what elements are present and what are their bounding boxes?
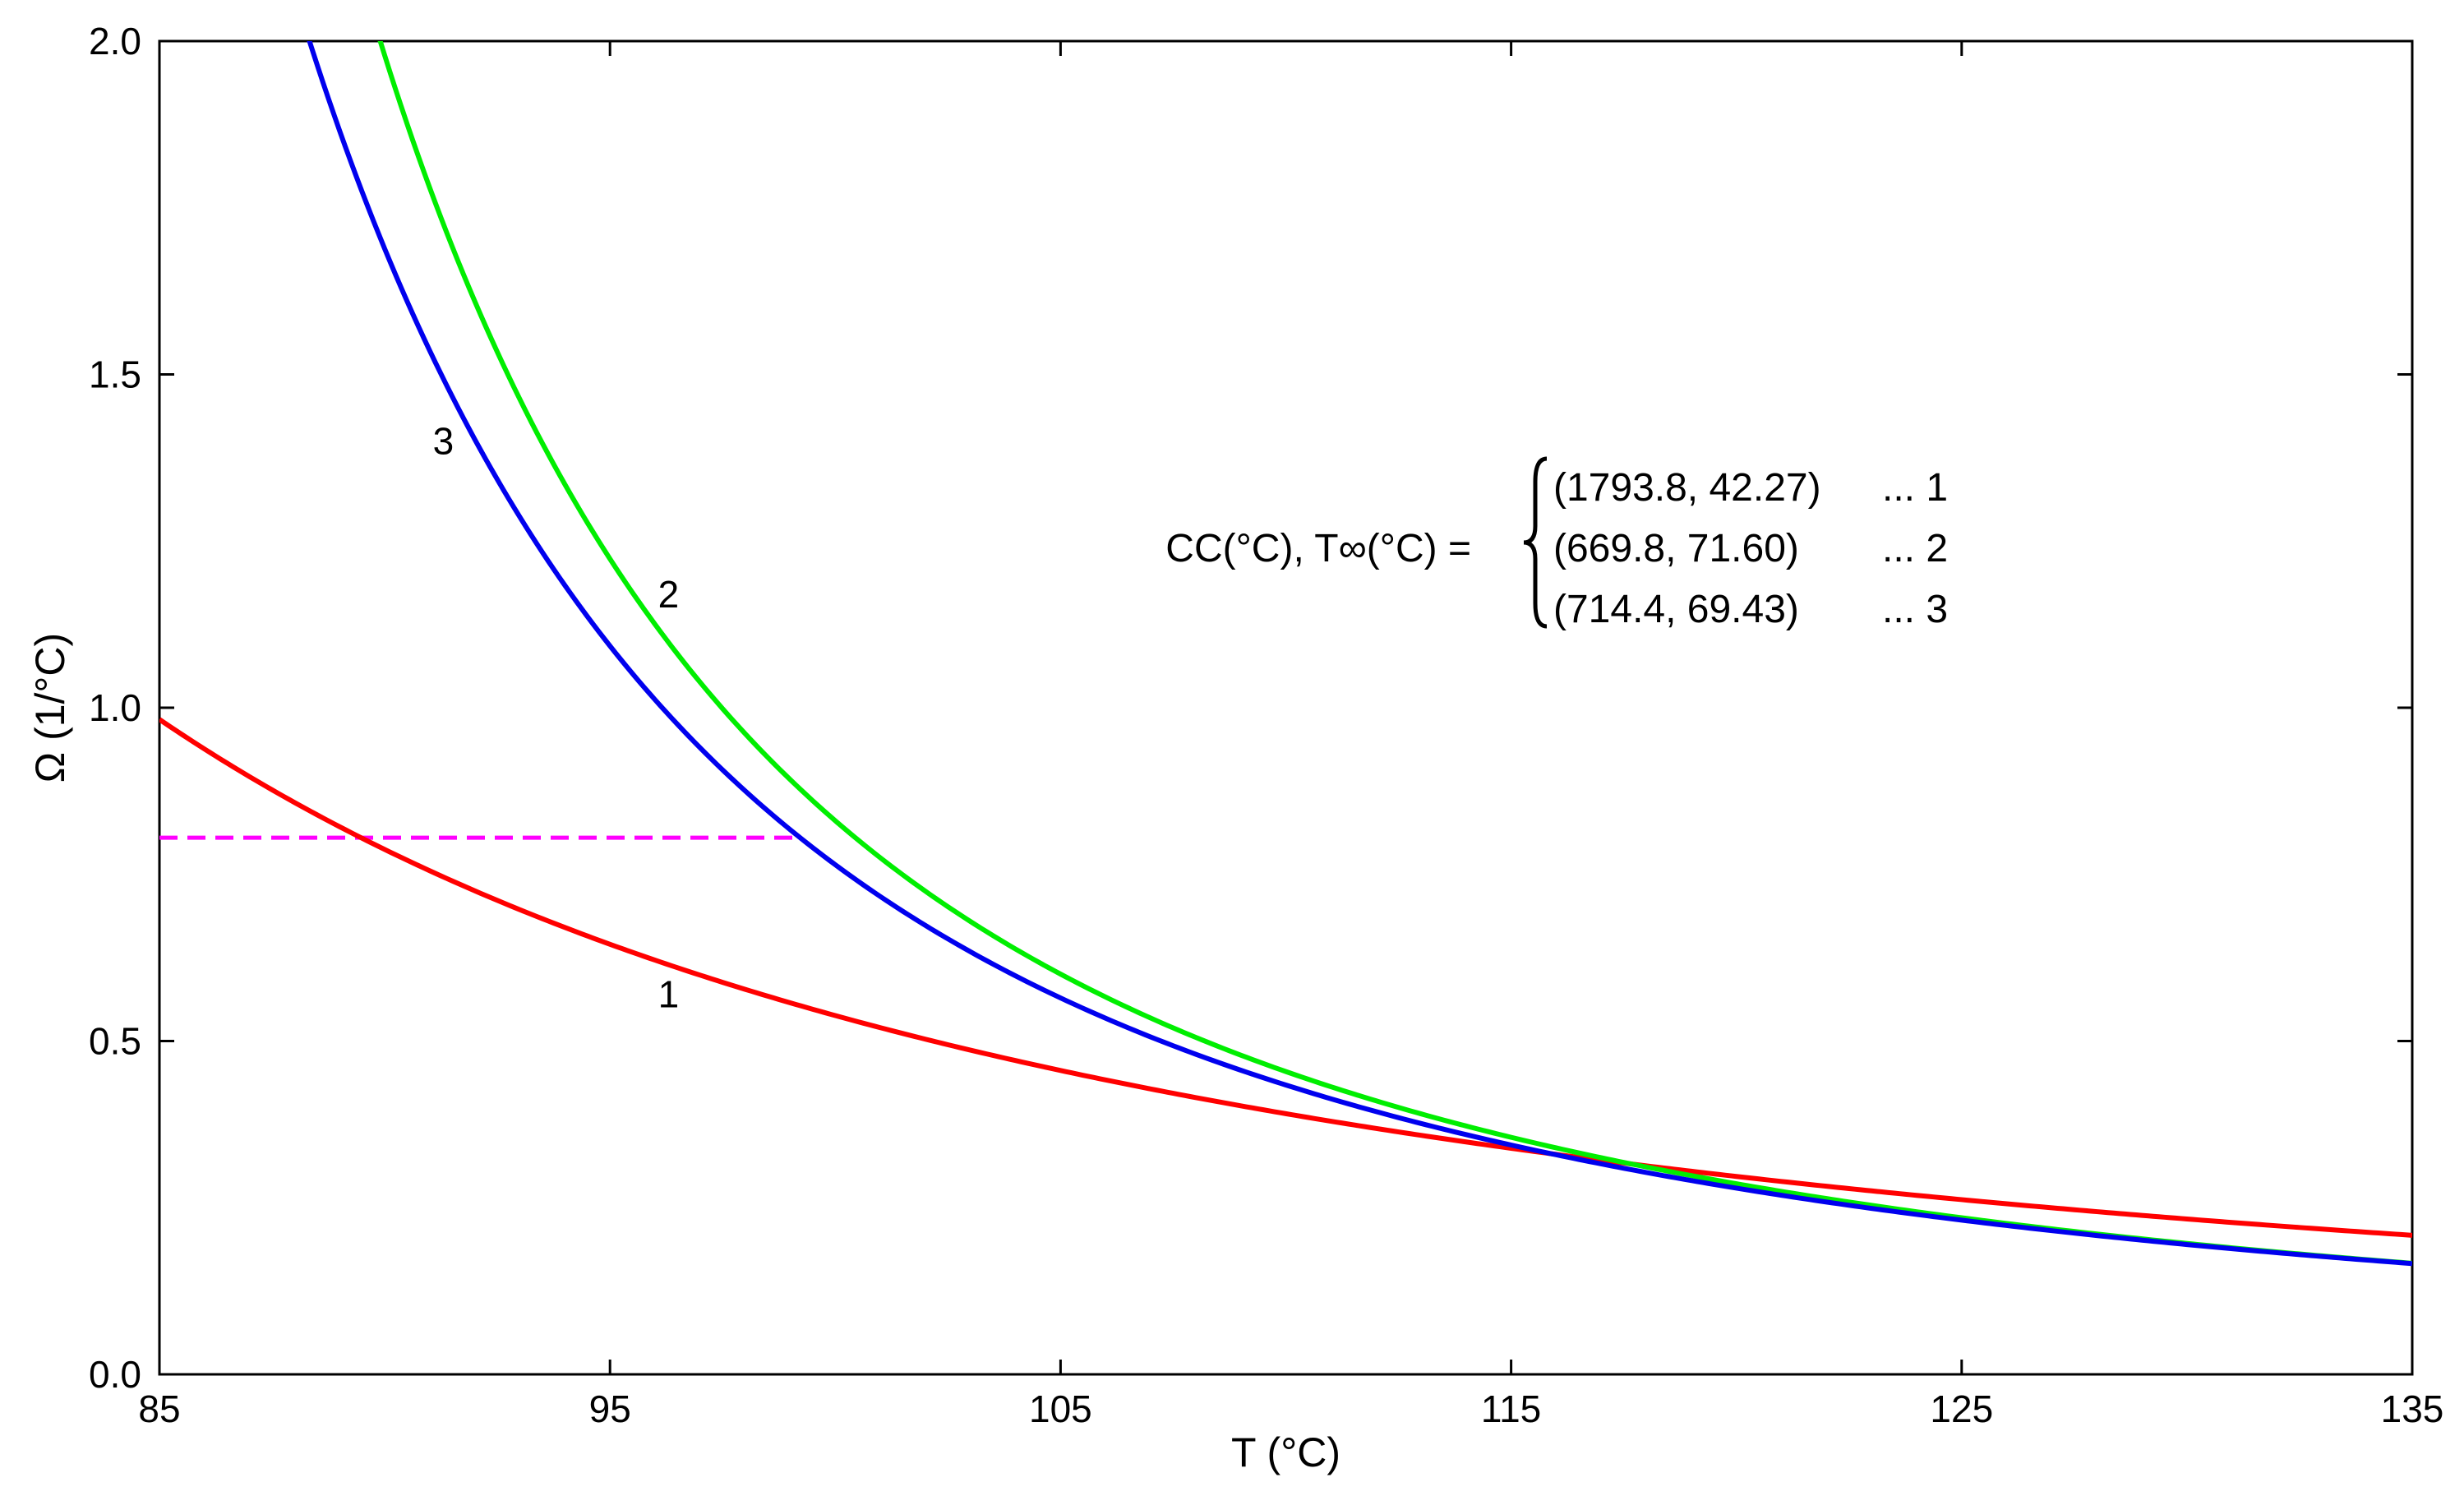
x-tick-label: 125	[1930, 1387, 1993, 1430]
series-line-1	[159, 717, 2412, 1238]
x-tick-label: 135	[2381, 1387, 2444, 1430]
curve-label: 2	[658, 573, 680, 616]
y-tick-label: 1.0	[89, 686, 141, 729]
y-tick-label: 2.0	[89, 20, 141, 62]
y-axis-title: Ω (1/°C)	[27, 633, 73, 783]
legend-entry: (714.4, 69.43)	[1553, 588, 1799, 631]
series-line-2	[377, 41, 2412, 1266]
legend-entry-tag: ... 2	[1882, 527, 1948, 570]
curve-label: 1	[658, 973, 680, 1016]
series-line-3	[307, 41, 2412, 1267]
legend-entry-tag: ... 1	[1882, 466, 1948, 510]
legend-brace	[1523, 456, 1548, 629]
x-tick-label: 95	[589, 1387, 631, 1430]
x-tick-label: 105	[1029, 1387, 1092, 1430]
y-tick-label: 0.0	[89, 1353, 141, 1396]
legend-entry: (669.8, 71.60)	[1553, 527, 1799, 570]
legend-prefix: CC(°C), T∞(°C) =	[1165, 527, 1471, 570]
y-tick-label: 1.5	[89, 353, 141, 396]
legend-entry: (1793.8, 42.27)	[1553, 466, 1821, 510]
plot-frame	[158, 39, 2414, 1376]
x-tick-label: 85	[138, 1387, 180, 1430]
curve-label: 3	[433, 420, 455, 463]
x-tick-label: 115	[1481, 1387, 1541, 1430]
y-tick-label: 0.5	[89, 1020, 141, 1063]
legend-entry-tag: ... 3	[1882, 588, 1948, 631]
x-axis-title: T (°C)	[1231, 1429, 1340, 1475]
